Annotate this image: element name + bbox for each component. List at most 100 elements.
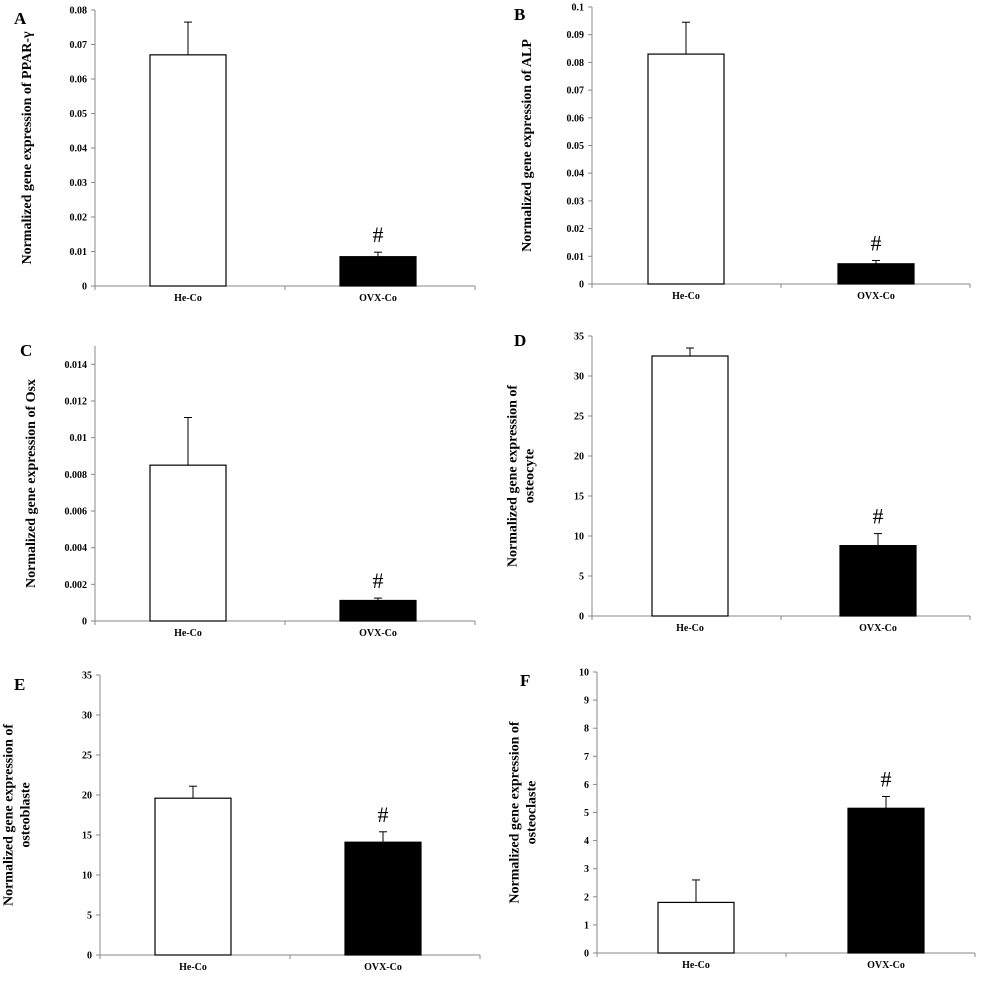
y-axis-label: Normalized gene expression of Osx xyxy=(24,379,39,588)
y-tick-label: 0 xyxy=(82,617,87,628)
x-category-label: He-Co xyxy=(676,623,704,634)
bar-ovx-co xyxy=(837,263,915,285)
y-tick-label: 5 xyxy=(584,808,589,819)
panel-letter: C xyxy=(20,341,32,360)
y-tick-label: 0.08 xyxy=(567,58,585,69)
y-tick-label: 7 xyxy=(584,752,589,763)
x-category-label: OVX-Co xyxy=(359,293,397,304)
y-axis-label: osteoblaste xyxy=(19,782,34,847)
y-tick-label: 35 xyxy=(574,332,584,343)
significance-marker: # xyxy=(871,230,882,255)
x-category-label: OVX-Co xyxy=(857,291,895,302)
y-tick-label: 0.014 xyxy=(65,360,88,371)
y-tick-label: 8 xyxy=(584,724,589,735)
y-tick-label: 20 xyxy=(574,452,584,463)
y-axis-label: Normalized gene expression of xyxy=(506,385,521,567)
y-tick-label: 0.06 xyxy=(70,75,88,86)
bar-he-co xyxy=(149,54,227,287)
y-tick-label: 0 xyxy=(82,282,87,293)
y-axis-label: Normalized gene expression of xyxy=(2,724,17,906)
y-tick-label: 10 xyxy=(579,668,589,679)
y-tick-label: 30 xyxy=(82,711,92,722)
y-tick-label: 0.03 xyxy=(70,178,88,189)
chart-panel-f: F Normalized gene expression of osteoclast… xyxy=(508,668,976,971)
bar-ovx-co xyxy=(344,841,422,956)
y-tick-label: 0.07 xyxy=(567,86,585,97)
y-tick-label: 0.05 xyxy=(70,109,88,120)
y-tick-label: 25 xyxy=(82,751,92,762)
y-tick-label: 15 xyxy=(82,831,92,842)
y-tick-label: 15 xyxy=(574,492,584,503)
bar-he-co xyxy=(657,901,735,954)
y-tick-label: 0 xyxy=(579,612,584,623)
y-tick-label: 10 xyxy=(574,532,584,543)
y-tick-label: 0 xyxy=(579,280,584,291)
y-tick-label: 2 xyxy=(584,892,589,903)
y-tick-label: 0.07 xyxy=(70,40,88,51)
y-tick-label: 0.03 xyxy=(567,196,585,207)
y-tick-label: 0.002 xyxy=(65,580,88,591)
significance-marker: # xyxy=(373,568,384,593)
x-category-label: OVX-Co xyxy=(867,960,905,971)
panel-letter: E xyxy=(14,675,25,694)
significance-marker: # xyxy=(378,802,389,827)
y-tick-label: 0.006 xyxy=(65,507,88,518)
y-axis-label: osteoclaste xyxy=(525,781,540,845)
y-tick-label: 35 xyxy=(82,671,92,682)
y-tick-label: 0.06 xyxy=(567,113,585,124)
panel-letter: B xyxy=(514,5,525,24)
y-tick-label: 0.09 xyxy=(567,30,585,41)
y-tick-label: 0.1 xyxy=(572,3,585,14)
y-tick-label: 4 xyxy=(584,836,589,847)
bar-he-co xyxy=(154,797,232,956)
chart-panel-b: B Normalized gene expression of ALP 0 0.01 0… xyxy=(514,3,971,302)
y-tick-label: 25 xyxy=(574,412,584,423)
bar-he-co xyxy=(647,53,725,285)
y-tick-label: 0.004 xyxy=(65,543,88,554)
bar-he-co xyxy=(149,464,227,622)
x-category-label: He-Co xyxy=(682,960,710,971)
y-axis-label: osteocyte xyxy=(523,449,538,503)
significance-marker: # xyxy=(881,766,892,791)
x-category-label: He-Co xyxy=(174,628,202,639)
y-axis-label: Normalized gene expression of xyxy=(508,721,523,903)
panel-letter: F xyxy=(520,671,530,690)
y-tick-label: 0.012 xyxy=(65,397,88,408)
y-tick-label: 5 xyxy=(87,911,92,922)
y-tick-label: 6 xyxy=(584,780,589,791)
y-tick-label: 0 xyxy=(87,951,92,962)
significance-marker: # xyxy=(873,504,884,529)
panel-letter: D xyxy=(514,331,526,350)
bar-ovx-co xyxy=(847,807,925,954)
x-category-label: He-Co xyxy=(174,293,202,304)
bar-ovx-co xyxy=(339,599,417,622)
y-tick-label: 0 xyxy=(584,949,589,960)
panel-letter: A xyxy=(14,9,27,28)
y-tick-label: 1 xyxy=(584,920,589,931)
significance-marker: # xyxy=(373,222,384,247)
x-category-label: OVX-Co xyxy=(364,962,402,973)
y-tick-label: 0.05 xyxy=(567,141,585,152)
y-axis-label: Normalized gene expression of ALP xyxy=(520,39,535,252)
y-tick-label: 5 xyxy=(579,572,584,583)
y-tick-label: 3 xyxy=(584,864,589,875)
y-tick-label: 0.08 xyxy=(70,6,88,17)
chart-panel-a: A Normalized gene expression of PPAR-γ 0 0.… xyxy=(14,6,476,304)
y-axis-label: Normalized gene expression of PPAR-γ xyxy=(20,31,35,265)
y-tick-label: 0.01 xyxy=(567,252,585,263)
x-category-label: OVX-Co xyxy=(859,623,897,634)
y-tick-label: 0.04 xyxy=(567,169,585,180)
y-tick-label: 10 xyxy=(82,871,92,882)
chart-panel-e: E Normalized gene expression of osteoblast… xyxy=(2,671,481,973)
x-category-label: OVX-Co xyxy=(359,628,397,639)
y-tick-label: 0.008 xyxy=(65,470,88,481)
y-tick-label: 0.02 xyxy=(567,224,585,235)
y-tick-label: 9 xyxy=(584,696,589,707)
chart-panel-c: C Normalized gene expression of Osx 0 0.002… xyxy=(20,341,476,639)
y-tick-label: 0.01 xyxy=(70,433,88,444)
bar-ovx-co xyxy=(839,544,917,617)
y-tick-label: 30 xyxy=(574,372,584,383)
bar-ovx-co xyxy=(339,256,417,287)
chart-panel-d: D Normalized gene expression of osteocyte 0… xyxy=(506,331,971,634)
